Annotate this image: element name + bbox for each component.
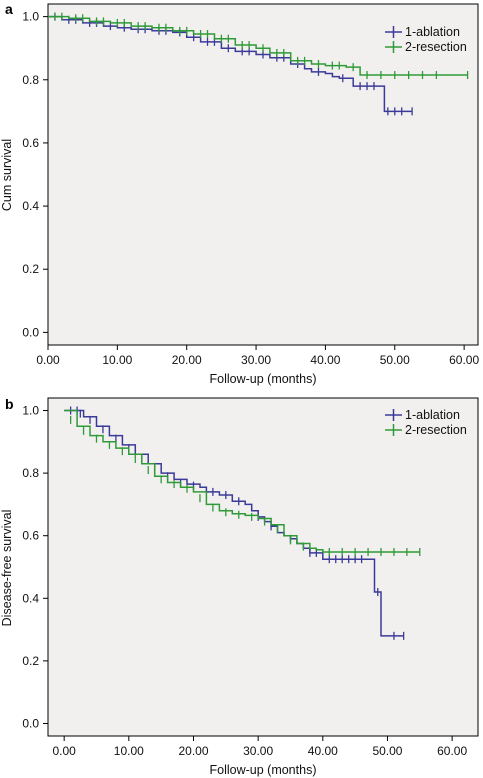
panel-b-series-layer <box>64 406 421 640</box>
panel-a-y-tick-label: 0.0 <box>22 325 39 339</box>
panel-b-x-tick-label: 30.00 <box>243 744 273 758</box>
panel-a-legend-ablation: 1-ablation <box>405 25 460 39</box>
panel-a-x-tick-label: 30.00 <box>241 353 271 367</box>
panel-a-y-tick-label: 0.4 <box>22 199 39 213</box>
panel-a-legend: 1-ablation 2-resection <box>385 25 467 54</box>
panel-b-y-tick-label: 0.4 <box>22 591 39 605</box>
panel-b-y-tick-label: 0.8 <box>22 466 39 480</box>
panel-a-resection-survival-curve <box>48 15 468 76</box>
panel-b-x-axis: 0.00 10.00 20.00 30.00 40.00 50.00 60.00 <box>52 736 467 758</box>
panel-a-x-tick-label: 40.00 <box>310 353 340 367</box>
panel-a-y-tick-label: 1.0 <box>22 10 39 24</box>
panel-b-legend-resection: 2-resection <box>405 423 467 437</box>
panel-b-x-tick-label: 10.00 <box>114 744 144 758</box>
panel-a-x-axis-label: Follow-up (months) <box>210 372 317 386</box>
panel-b-letter: b <box>5 396 14 412</box>
panel-a-legend-resection: 2-resection <box>405 40 467 54</box>
panel-b-x-tick-label: 0.00 <box>52 744 76 758</box>
panel-a-x-tick-label: 20.00 <box>172 353 202 367</box>
panel-b-legend: 1-ablation 2-resection <box>385 408 467 437</box>
panel-b-y-tick-label: 0.6 <box>22 529 39 543</box>
panel-a-y-tick-label: 0.2 <box>22 262 39 276</box>
panel-b-plot-area <box>47 397 479 737</box>
panel-b-y-tick-label: 0.2 <box>22 654 39 668</box>
panel-a-x-tick-label: 10.00 <box>102 353 132 367</box>
panel-b-y-axis: 0.0 0.2 0.4 0.6 0.8 1.0 <box>22 404 48 730</box>
panel-a-x-tick-label: 60.00 <box>449 353 479 367</box>
panel-a-y-axis-label: Cum survival <box>0 139 14 211</box>
panel-b: b 0.0 0.2 0.4 0.6 0.8 1.0 0.00 10.00 20.00 30.00… <box>0 396 479 777</box>
panel-a-y-tick-label: 0.6 <box>22 136 39 150</box>
panel-a-x-tick-label: 0.00 <box>36 353 60 367</box>
panel-a-x-tick-label: 50.00 <box>380 353 410 367</box>
panel-a-y-axis: 0.0 0.2 0.4 0.6 0.8 1.0 <box>22 10 48 339</box>
panel-b-x-tick-label: 40.00 <box>308 744 338 758</box>
panel-b-resection-survival-curve <box>64 409 420 553</box>
panel-b-y-axis-label: Disease-free survival <box>0 510 14 627</box>
panel-b-y-tick-label: 0.0 <box>22 716 39 730</box>
panel-a-y-tick-label: 0.8 <box>22 73 39 87</box>
panel-b-x-tick-label: 20.00 <box>178 744 208 758</box>
panel-b-x-axis-label: Follow-up (months) <box>210 763 317 777</box>
panel-b-x-tick-label: 50.00 <box>372 744 402 758</box>
panel-a-series-layer <box>48 12 469 116</box>
panel-a-plot-area <box>47 3 479 346</box>
panel-a-x-axis: 0.00 10.00 20.00 30.00 40.00 50.00 60.00 <box>36 345 479 367</box>
panel-a-letter: a <box>5 1 13 17</box>
panel-b-x-tick-label: 60.00 <box>437 744 467 758</box>
panel-b-legend-ablation: 1-ablation <box>405 408 460 422</box>
panel-a: a 0.0 0.2 0.4 0.6 0.8 1.0 0.00 10.00 20.00 30.00… <box>0 1 479 386</box>
panel-b-y-tick-label: 1.0 <box>22 404 39 418</box>
